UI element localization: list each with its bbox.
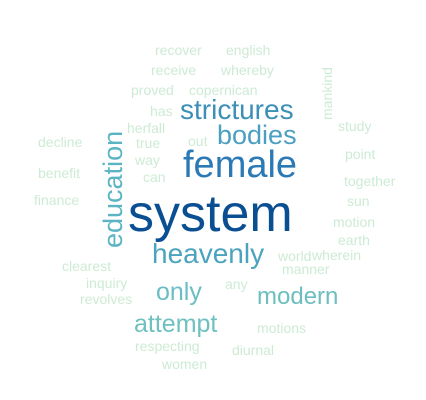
cloud-word-only: only xyxy=(156,278,202,306)
cloud-word-respecting: respecting xyxy=(135,338,200,354)
cloud-word-any: any xyxy=(225,276,248,292)
cloud-word-has: has xyxy=(150,103,173,119)
cloud-word-female: female xyxy=(183,144,298,186)
cloud-word-diurnal: diurnal xyxy=(232,342,275,358)
cloud-word-herfall: herfall xyxy=(127,120,166,136)
cloud-word-copernican: copernican xyxy=(189,82,258,98)
cloud-word-way: way xyxy=(135,152,160,168)
cloud-word-bodies: bodies xyxy=(217,120,297,150)
cloud-word-proved: proved xyxy=(131,82,174,98)
cloud-word-can: can xyxy=(143,169,166,185)
cloud-word-manner: manner xyxy=(282,261,330,277)
cloud-word-benefit: benefit xyxy=(38,165,81,181)
cloud-word-whereby: whereby xyxy=(221,62,274,78)
cloud-word-decline: decline xyxy=(38,134,83,150)
cloud-word-receive: receive xyxy=(151,62,197,78)
cloud-word-finance: finance xyxy=(34,192,80,208)
cloud-word-revolves: revolves xyxy=(80,291,133,307)
cloud-word-heavenly: heavenly xyxy=(152,238,265,269)
cloud-word-women: women xyxy=(162,356,208,372)
cloud-word-together: together xyxy=(344,173,396,189)
cloud-word-sun: sun xyxy=(347,193,370,209)
cloud-word-recover: recover xyxy=(155,42,202,58)
cloud-word-attempt: attempt xyxy=(134,310,218,338)
cloud-word-point: point xyxy=(345,146,376,162)
cloud-word-motion: motion xyxy=(333,214,376,230)
cloud-word-strictures: strictures xyxy=(180,94,294,125)
cloud-word-system: system xyxy=(128,185,293,243)
cloud-word-education: education xyxy=(98,130,128,248)
cloud-word-modern: modern xyxy=(257,283,339,310)
cloud-word-world: world xyxy=(278,248,312,264)
cloud-word-study: study xyxy=(338,118,372,134)
cloud-word-wherein: wherein xyxy=(312,247,362,263)
cloud-word-english: english xyxy=(226,42,271,58)
cloud-word-inquiry: inquiry xyxy=(86,275,128,291)
cloud-word-mankind: mankind xyxy=(319,67,335,120)
cloud-word-out: out xyxy=(188,133,208,149)
cloud-word-motions: motions xyxy=(257,320,307,336)
cloud-word-clearest: clearest xyxy=(62,258,112,274)
cloud-word-earth: earth xyxy=(338,232,370,248)
cloud-word-true: true xyxy=(136,135,161,151)
